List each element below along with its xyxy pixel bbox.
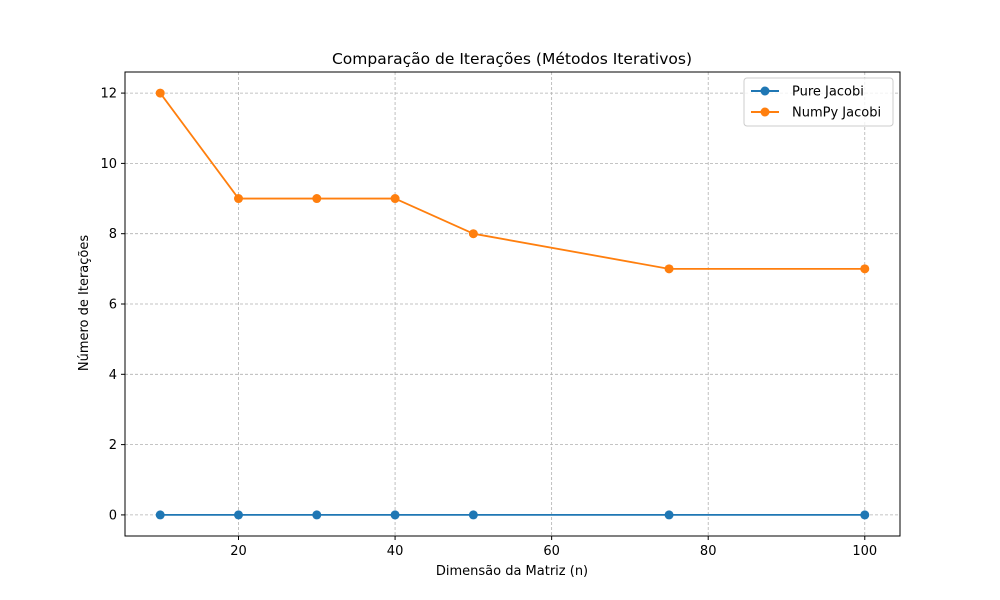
y-tick-label: 8	[109, 227, 117, 242]
x-tick-label: 20	[230, 544, 247, 559]
series-layer	[155, 88, 870, 520]
y-axis-label: Número de Iterações	[77, 235, 92, 371]
data-point-numpy-jacobi	[860, 264, 870, 274]
data-point-numpy-jacobi	[664, 264, 674, 274]
data-point-pure-jacobi	[860, 510, 870, 520]
data-point-pure-jacobi	[155, 510, 165, 520]
y-tick-label: 10	[100, 157, 117, 172]
data-point-numpy-jacobi	[468, 229, 478, 239]
y-tick-label: 6	[109, 298, 117, 313]
y-tick-label: 12	[100, 87, 117, 102]
grid-lines	[125, 72, 900, 536]
x-tick-label: 80	[700, 544, 717, 559]
data-point-pure-jacobi	[312, 510, 322, 520]
legend-label-pure-jacobi: Pure Jacobi	[792, 85, 864, 100]
y-tick-label: 2	[109, 438, 117, 453]
series-pure-jacobi	[155, 510, 870, 520]
x-axis-label: Dimensão da Matriz (n)	[436, 564, 588, 579]
axis-ticks: 20 40 60 80 100 0 2 4 6 8 10 12	[100, 87, 877, 559]
x-tick-label: 40	[387, 544, 404, 559]
data-point-numpy-jacobi	[312, 194, 322, 204]
series-numpy-jacobi	[155, 88, 870, 274]
data-point-pure-jacobi	[234, 510, 244, 520]
x-tick-label: 100	[852, 544, 877, 559]
data-point-numpy-jacobi	[390, 194, 400, 204]
chart-title: Comparação de Iterações (Métodos Iterati…	[332, 50, 692, 68]
legend-box	[743, 77, 894, 127]
y-tick-label: 4	[109, 368, 117, 383]
x-tick-label: 60	[543, 544, 560, 559]
data-point-pure-jacobi	[468, 510, 478, 520]
legend-label-numpy-jacobi: NumPy Jacobi	[792, 106, 881, 121]
data-point-numpy-jacobi	[155, 88, 165, 98]
legend: Pure Jacobi NumPy Jacobi	[743, 77, 894, 127]
data-point-pure-jacobi	[664, 510, 674, 520]
data-point-pure-jacobi	[390, 510, 400, 520]
data-point-numpy-jacobi	[234, 194, 244, 204]
y-tick-label: 0	[109, 508, 117, 523]
legend-marker-pure-jacobi	[760, 86, 770, 96]
legend-marker-numpy-jacobi	[760, 107, 770, 117]
